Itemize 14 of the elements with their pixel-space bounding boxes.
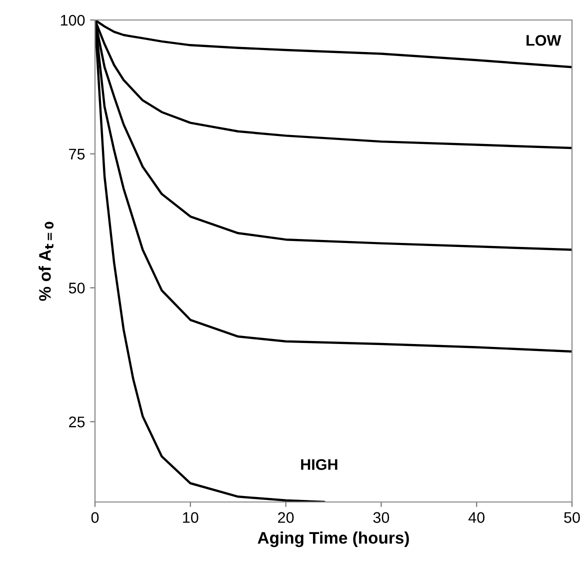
x-axis-title: Aging Time (hours)	[258, 532, 409, 548]
x-tick-label: 10	[183, 512, 198, 523]
y-tick-label: 25	[69, 416, 85, 428]
x-tick-label: 0	[91, 512, 99, 523]
x-tick-label: 40	[468, 512, 484, 523]
y-axis-title: % of A$_{t=0}$	[38, 222, 54, 301]
y-tick-label: 100	[60, 14, 85, 26]
annotation: LOW	[526, 34, 562, 46]
x-tick-label: 30	[373, 512, 390, 523]
y-tick-label: 75	[69, 148, 85, 160]
x-tick-label: 20	[278, 512, 294, 523]
y-tick-label: 50	[68, 282, 85, 294]
annotation: HIGH	[301, 459, 338, 470]
x-tick-label: 50	[564, 512, 580, 523]
